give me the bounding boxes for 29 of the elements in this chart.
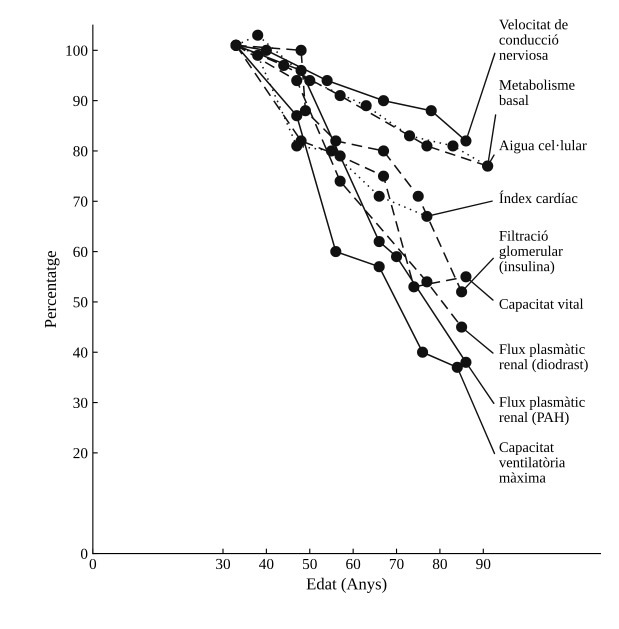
series-label: Aigua cel·lular	[499, 140, 587, 154]
x-tick-label: 90	[476, 558, 490, 570]
y-tick-label: 0	[80, 548, 88, 559]
text: Capacitat vital	[500, 298, 584, 312]
x-tick-label: 50	[303, 558, 317, 570]
y-tick-label: 90	[73, 96, 88, 106]
y-tick-label: 40	[73, 347, 88, 358]
text: Filtració glomerular (insulina)	[499, 230, 563, 274]
text: Flux plasmàtic renal (PAH)	[499, 396, 585, 426]
y-axis-title: Percentatge	[45, 251, 60, 328]
y-tick-label: 60	[73, 246, 88, 258]
x-tick-label: 30	[216, 558, 230, 570]
text: Capacitat ventilatòria màxima	[498, 442, 566, 483]
text: Flux plasmàtic renal (diodrast)	[499, 344, 588, 372]
x-axis-title: Edat (Anys)	[306, 578, 386, 593]
x-tick-label: 60	[346, 558, 360, 570]
x-tick-label: 40	[259, 558, 274, 570]
y-tick-label: 80	[73, 146, 88, 156]
y-tick-label: 100	[66, 45, 88, 56]
text: Metabolisme basal	[498, 80, 575, 106]
x-tick-label: 0	[90, 558, 96, 570]
text: Velocitat de conducció nerviosa	[499, 19, 568, 60]
x-tick-label: 70	[390, 558, 404, 570]
y-tick-label: 30	[73, 398, 88, 408]
y-tick-label: 20	[73, 448, 88, 458]
y-tick-label: 50	[74, 297, 88, 308]
y-tick-label: 70	[74, 196, 88, 207]
text: Índex cardíac	[499, 190, 578, 204]
x-tick-label: 80	[432, 558, 447, 570]
